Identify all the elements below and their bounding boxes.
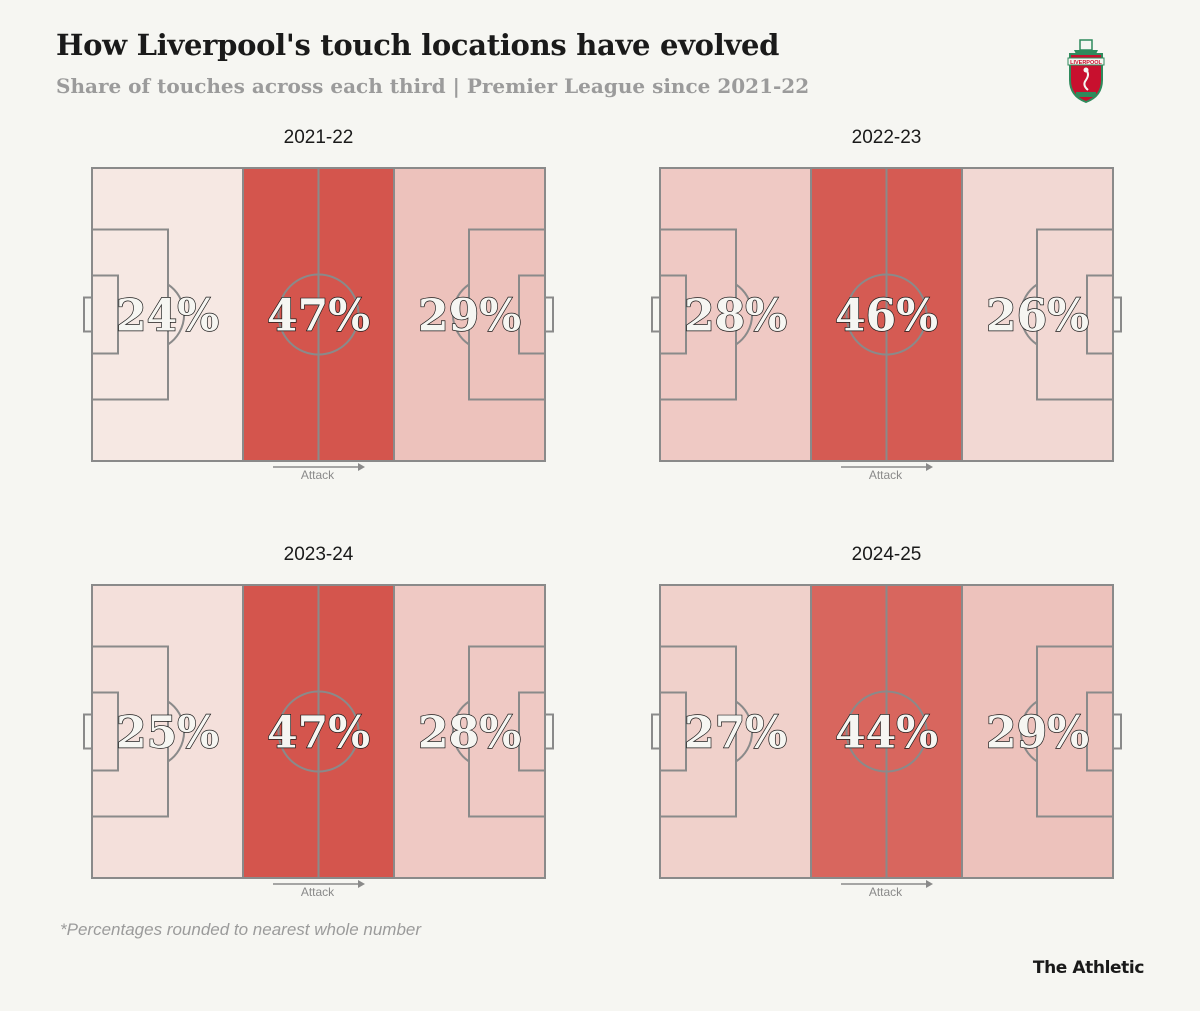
penalty-arc-left xyxy=(167,283,186,346)
percentage-label: 25% xyxy=(116,708,219,759)
center-circle xyxy=(845,273,928,356)
pitch-2023-24: 2023-24 25% 47% 28% Attack xyxy=(83,544,554,899)
percentage-label: 24% xyxy=(116,291,219,342)
goal-right xyxy=(544,713,554,750)
penalty-arc-right xyxy=(1019,283,1038,346)
attack-label: Attack xyxy=(301,468,335,482)
percentage-label: 47% xyxy=(267,291,370,342)
goal-right xyxy=(1112,713,1122,750)
attack-arrow-icon xyxy=(926,463,933,471)
goal-left xyxy=(651,713,661,750)
pitch-2024-25: 2024-25 27% 44% 29% Attack xyxy=(651,544,1122,899)
percentage-label: 26% xyxy=(986,291,1089,342)
crest-text: LIVERPOOL xyxy=(1070,60,1102,66)
percentage-label: 46% xyxy=(835,291,938,342)
percentage-label: 28% xyxy=(684,291,787,342)
percentage-label: 47% xyxy=(267,708,370,759)
goal-right xyxy=(1112,296,1122,333)
goal-left xyxy=(83,713,93,750)
center-circle xyxy=(845,690,928,773)
chart-title: How Liverpool's touch locations have evo… xyxy=(56,28,780,62)
brand-logo: The Athletic xyxy=(1032,958,1145,978)
footnote: *Percentages rounded to nearest whole nu… xyxy=(60,920,422,939)
goal-left xyxy=(83,296,93,333)
percentage-label: 27% xyxy=(684,708,787,759)
percentage-label: 29% xyxy=(418,291,521,342)
season-label: 2021-22 xyxy=(284,127,354,148)
penalty-arc-left xyxy=(735,283,754,346)
center-circle xyxy=(277,273,360,356)
attack-arrow-icon xyxy=(358,880,365,888)
percentage-label: 28% xyxy=(418,708,521,759)
pitch-2021-22: 2021-22 24% 47% 29% Attack xyxy=(83,127,554,482)
penalty-arc-right xyxy=(451,700,470,763)
liverpool-crest-icon: LIVERPOOL xyxy=(1067,39,1105,104)
penalty-arc-left xyxy=(167,700,186,763)
center-circle xyxy=(277,690,360,773)
goal-right xyxy=(544,296,554,333)
season-label: 2022-23 xyxy=(852,127,922,148)
percentage-label: 44% xyxy=(835,708,938,759)
season-label: 2024-25 xyxy=(852,544,922,565)
penalty-arc-right xyxy=(1019,700,1038,763)
attack-label: Attack xyxy=(869,885,903,899)
pitch-2022-23: 2022-23 28% 46% 26% Attack xyxy=(651,127,1122,482)
penalty-arc-left xyxy=(735,700,754,763)
chart-subtitle: Share of touches across each third | Pre… xyxy=(56,74,810,98)
attack-arrow-icon xyxy=(358,463,365,471)
percentage-label: 29% xyxy=(986,708,1089,759)
attack-arrow-icon xyxy=(926,880,933,888)
goal-left xyxy=(651,296,661,333)
penalty-arc-right xyxy=(451,283,470,346)
attack-label: Attack xyxy=(301,885,335,899)
attack-label: Attack xyxy=(869,468,903,482)
season-label: 2023-24 xyxy=(284,544,354,565)
